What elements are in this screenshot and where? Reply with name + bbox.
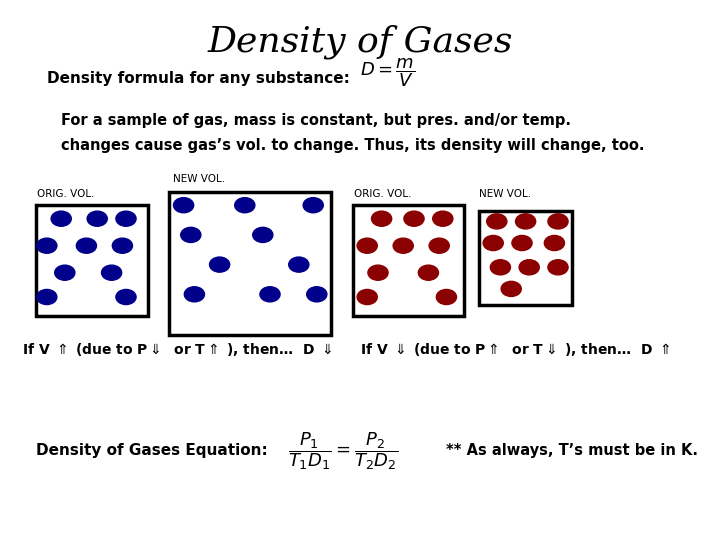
- Circle shape: [483, 235, 503, 251]
- Circle shape: [87, 211, 107, 226]
- Circle shape: [102, 265, 122, 280]
- Circle shape: [512, 235, 532, 251]
- FancyBboxPatch shape: [169, 192, 331, 335]
- Text: ORIG. VOL.: ORIG. VOL.: [37, 188, 95, 199]
- Circle shape: [76, 238, 96, 253]
- Text: For a sample of gas, mass is constant, but pres. and/or temp.: For a sample of gas, mass is constant, b…: [61, 113, 571, 129]
- Circle shape: [372, 211, 392, 226]
- Text: NEW VOL.: NEW VOL.: [173, 173, 225, 184]
- Text: If V $\Downarrow$ (due to P$\Uparrow$  or T$\Downarrow$ ), then…  D $\Uparrow$: If V $\Downarrow$ (due to P$\Uparrow$ or…: [360, 341, 670, 358]
- Circle shape: [519, 260, 539, 275]
- Text: Density of Gases: Density of Gases: [207, 24, 513, 59]
- Text: If V $\Uparrow$ (due to P$\Downarrow$  or T$\Uparrow$ ), then…  D $\Downarrow$: If V $\Uparrow$ (due to P$\Downarrow$ or…: [22, 341, 331, 358]
- Text: changes cause gas’s vol. to change. Thus, its density will change, too.: changes cause gas’s vol. to change. Thus…: [61, 138, 644, 153]
- FancyBboxPatch shape: [479, 211, 572, 305]
- Circle shape: [235, 198, 255, 213]
- Circle shape: [253, 227, 273, 242]
- Circle shape: [501, 281, 521, 296]
- Circle shape: [112, 238, 132, 253]
- Text: ORIG. VOL.: ORIG. VOL.: [354, 188, 412, 199]
- Circle shape: [37, 289, 57, 305]
- Circle shape: [393, 238, 413, 253]
- Circle shape: [174, 198, 194, 213]
- Circle shape: [307, 287, 327, 302]
- Circle shape: [490, 260, 510, 275]
- Circle shape: [436, 289, 456, 305]
- Circle shape: [368, 265, 388, 280]
- Circle shape: [37, 238, 57, 253]
- Text: $\dfrac{P_1}{T_1 D_1} = \dfrac{P_2}{T_2 D_2}$: $\dfrac{P_1}{T_1 D_1} = \dfrac{P_2}{T_2 …: [288, 430, 398, 472]
- Circle shape: [51, 211, 71, 226]
- FancyBboxPatch shape: [353, 205, 464, 316]
- Circle shape: [548, 214, 568, 229]
- Circle shape: [357, 289, 377, 305]
- Circle shape: [289, 257, 309, 272]
- Text: $D = \dfrac{m}{V}$: $D = \dfrac{m}{V}$: [360, 57, 415, 89]
- Circle shape: [429, 238, 449, 253]
- Circle shape: [116, 289, 136, 305]
- Circle shape: [357, 238, 377, 253]
- FancyBboxPatch shape: [36, 205, 148, 316]
- Circle shape: [181, 227, 201, 242]
- Circle shape: [55, 265, 75, 280]
- Circle shape: [418, 265, 438, 280]
- Circle shape: [544, 235, 564, 251]
- Circle shape: [260, 287, 280, 302]
- Circle shape: [184, 287, 204, 302]
- Text: ** As always, T’s must be in K.: ** As always, T’s must be in K.: [446, 443, 698, 458]
- Circle shape: [487, 214, 507, 229]
- Circle shape: [404, 211, 424, 226]
- Circle shape: [210, 257, 230, 272]
- Circle shape: [116, 211, 136, 226]
- Text: Density of Gases Equation:: Density of Gases Equation:: [36, 443, 268, 458]
- Circle shape: [548, 260, 568, 275]
- Circle shape: [303, 198, 323, 213]
- Text: Density formula for any substance:: Density formula for any substance:: [47, 71, 350, 86]
- Text: NEW VOL.: NEW VOL.: [479, 188, 531, 199]
- Circle shape: [516, 214, 536, 229]
- Circle shape: [433, 211, 453, 226]
